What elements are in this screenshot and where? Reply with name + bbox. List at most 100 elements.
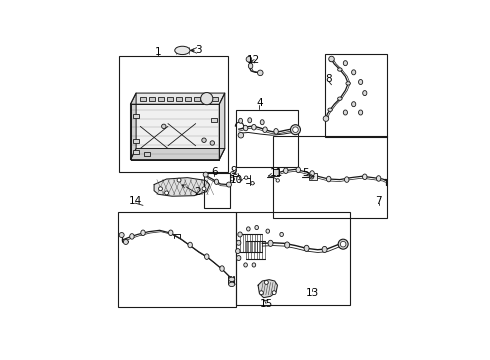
Polygon shape <box>130 93 136 159</box>
Text: 2: 2 <box>194 186 200 197</box>
Ellipse shape <box>246 227 250 231</box>
Circle shape <box>177 178 181 182</box>
Ellipse shape <box>248 63 253 69</box>
Ellipse shape <box>326 176 331 182</box>
Ellipse shape <box>304 245 309 251</box>
Ellipse shape <box>255 225 258 230</box>
Ellipse shape <box>260 120 264 125</box>
Ellipse shape <box>220 266 224 271</box>
Bar <box>118 212 236 307</box>
Ellipse shape <box>141 230 145 235</box>
Text: 3: 3 <box>195 45 202 55</box>
Bar <box>158 97 164 100</box>
Ellipse shape <box>244 263 247 267</box>
Ellipse shape <box>280 233 283 237</box>
Bar <box>212 97 218 100</box>
Ellipse shape <box>188 242 193 248</box>
Circle shape <box>203 172 208 177</box>
Circle shape <box>259 291 263 294</box>
Text: 13: 13 <box>305 288 318 298</box>
Circle shape <box>276 179 279 182</box>
Polygon shape <box>130 149 225 159</box>
Circle shape <box>119 233 124 238</box>
Circle shape <box>272 291 276 294</box>
Circle shape <box>201 93 213 105</box>
Polygon shape <box>219 93 225 159</box>
Ellipse shape <box>296 167 300 173</box>
Bar <box>167 97 173 100</box>
Ellipse shape <box>237 256 241 261</box>
Bar <box>203 97 209 100</box>
Ellipse shape <box>274 129 278 134</box>
Bar <box>236 110 298 167</box>
Circle shape <box>258 70 263 76</box>
Ellipse shape <box>346 82 350 85</box>
Polygon shape <box>154 177 210 196</box>
Text: 6: 6 <box>211 167 218 177</box>
Circle shape <box>246 57 252 62</box>
Polygon shape <box>130 93 225 104</box>
Ellipse shape <box>252 125 256 130</box>
Bar <box>185 97 191 100</box>
Ellipse shape <box>237 240 241 245</box>
Ellipse shape <box>229 277 235 282</box>
Text: 9: 9 <box>231 166 237 176</box>
Ellipse shape <box>310 171 314 176</box>
Circle shape <box>226 182 231 187</box>
Ellipse shape <box>229 282 235 287</box>
Ellipse shape <box>236 249 240 253</box>
Ellipse shape <box>352 70 356 75</box>
Ellipse shape <box>175 46 190 55</box>
Ellipse shape <box>252 263 256 267</box>
Text: 12: 12 <box>247 55 260 65</box>
Circle shape <box>341 242 346 247</box>
Ellipse shape <box>343 61 347 66</box>
Circle shape <box>165 191 169 195</box>
Bar <box>140 97 146 100</box>
Bar <box>273 136 387 218</box>
Circle shape <box>323 116 329 121</box>
Ellipse shape <box>328 108 332 111</box>
Circle shape <box>309 175 314 179</box>
Circle shape <box>293 127 298 132</box>
Ellipse shape <box>343 110 347 115</box>
Ellipse shape <box>338 68 342 71</box>
Ellipse shape <box>215 179 219 184</box>
Ellipse shape <box>376 176 381 181</box>
Circle shape <box>238 132 244 138</box>
Ellipse shape <box>359 80 363 85</box>
Ellipse shape <box>248 118 252 123</box>
Bar <box>211 118 217 122</box>
Ellipse shape <box>363 91 367 96</box>
Ellipse shape <box>238 232 242 237</box>
Bar <box>176 97 182 100</box>
Bar <box>133 139 140 143</box>
FancyBboxPatch shape <box>130 104 219 159</box>
Circle shape <box>123 239 128 244</box>
Bar <box>133 150 140 154</box>
Ellipse shape <box>352 102 356 107</box>
Text: 4: 4 <box>256 98 263 108</box>
Ellipse shape <box>338 97 342 100</box>
Text: 1: 1 <box>155 46 162 57</box>
Ellipse shape <box>266 229 270 233</box>
Circle shape <box>159 187 162 191</box>
Bar <box>120 56 227 172</box>
Text: 7: 7 <box>375 196 382 206</box>
Bar <box>133 114 140 118</box>
Circle shape <box>210 141 215 145</box>
Bar <box>195 97 200 100</box>
Ellipse shape <box>244 125 248 131</box>
Bar <box>273 169 279 176</box>
Circle shape <box>291 125 300 135</box>
Bar <box>204 174 230 208</box>
Circle shape <box>251 181 254 185</box>
Text: 11: 11 <box>270 168 283 179</box>
Ellipse shape <box>263 127 267 132</box>
Circle shape <box>202 138 206 143</box>
Ellipse shape <box>359 110 363 115</box>
Circle shape <box>276 172 279 175</box>
Bar <box>324 54 387 138</box>
Ellipse shape <box>329 58 334 62</box>
Circle shape <box>245 176 248 179</box>
